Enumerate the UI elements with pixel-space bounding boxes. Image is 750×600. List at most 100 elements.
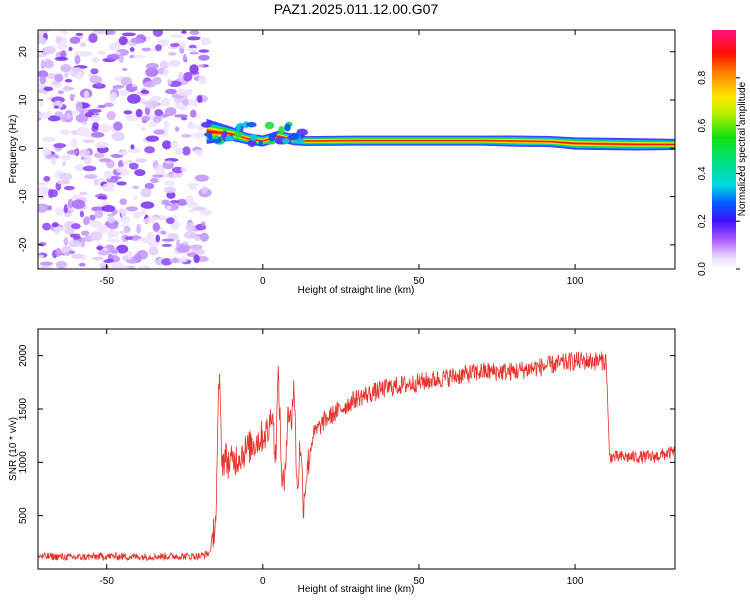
noise-blob (145, 67, 159, 78)
noise-blob (152, 30, 164, 37)
noise-blob (63, 204, 69, 214)
noise-blob (55, 36, 63, 45)
noise-blob (82, 139, 95, 144)
noise-blob (79, 210, 85, 218)
snr-frame (37, 328, 676, 570)
noise-blob (190, 266, 197, 269)
noise-blob (64, 228, 75, 235)
noise-blob (189, 51, 199, 55)
carrier-blob (258, 140, 263, 147)
noise-blob (95, 141, 109, 149)
noise-blob (74, 54, 81, 65)
noise-blob (128, 162, 139, 170)
noise-blob (38, 30, 50, 34)
noise-blob (160, 97, 171, 107)
x-tick-label: -50 (99, 276, 114, 287)
noise-blob (188, 186, 197, 191)
noise-blob (198, 54, 210, 61)
y-tick-label: -10 (18, 189, 29, 204)
noise-blob (92, 30, 107, 35)
noise-blob (133, 215, 141, 219)
noise-blob (197, 64, 205, 68)
y-tick-label: -20 (18, 237, 29, 252)
noise-blob (80, 239, 86, 248)
x-tick-label: 0 (260, 276, 266, 287)
noise-blob (185, 195, 194, 205)
noise-blob (133, 54, 146, 59)
noise-blob (141, 207, 146, 215)
noise-blob (182, 146, 191, 156)
noise-blob (80, 230, 90, 236)
snr-y-ticks: 500 1000 1500 2000 (18, 344, 675, 524)
noise-blob (38, 241, 47, 247)
noise-blob (75, 32, 84, 36)
colorbar-tick-label: 0.2 (697, 214, 708, 228)
noise-blob (71, 110, 79, 115)
noise-blob (39, 100, 44, 107)
noise-blob (116, 181, 127, 186)
noise-blob (138, 265, 152, 269)
noise-blob (116, 166, 128, 174)
noise-blob (185, 47, 200, 52)
noise-blob (152, 174, 164, 178)
noise-blob (65, 251, 70, 257)
noise-blob (118, 36, 128, 46)
noise-blob (196, 151, 203, 157)
noise-blob (140, 127, 147, 131)
noise-blob (170, 140, 179, 149)
noise-blob (169, 258, 182, 264)
carrier-blob (224, 135, 235, 142)
noise-blob (201, 221, 206, 227)
noise-blob (60, 64, 72, 73)
carrier-blob (234, 130, 243, 138)
noise-blob (130, 144, 135, 150)
noise-blob (120, 76, 133, 87)
noise-blob (140, 89, 150, 94)
noise-blob (54, 73, 64, 82)
noise-blob (56, 179, 70, 185)
noise-blob (174, 146, 184, 156)
noise-blob (123, 110, 133, 115)
noise-blob (51, 222, 59, 228)
noise-blob (43, 175, 51, 182)
noise-blob (88, 33, 98, 44)
noise-blob (178, 71, 184, 82)
noise-blob (83, 90, 90, 100)
noise-blob (59, 172, 73, 181)
noise-blob (141, 47, 152, 52)
x-tick-label: 100 (567, 576, 584, 587)
noise-blob (180, 166, 188, 173)
noise-blob (91, 56, 100, 63)
noise-blob (121, 32, 136, 37)
noise-blob (113, 121, 123, 131)
noise-blob (89, 214, 96, 221)
noise-blob (38, 186, 50, 193)
noise-blob (187, 209, 196, 213)
noise-blob (90, 132, 105, 138)
noise-blob (123, 226, 131, 234)
noise-blob (96, 50, 107, 55)
chart-title: PAZ1.2025.011.12.00.G07 (274, 1, 439, 17)
noise-blob (146, 231, 154, 240)
carrier-blob (266, 140, 276, 145)
noise-blob (141, 115, 151, 122)
noise-blob (129, 47, 135, 52)
carrier-blob (278, 126, 285, 135)
noise-blob (63, 237, 69, 246)
spectrogram-x-label: Height of straight line (km) (298, 285, 415, 296)
noise-blob (75, 101, 83, 112)
noise-blob (183, 72, 193, 82)
noise-blob (66, 150, 78, 155)
colorbar-tick-label: 0.4 (697, 166, 708, 180)
y-tick-label: 20 (18, 46, 29, 58)
noise-blob (192, 131, 205, 139)
noise-blob (70, 138, 78, 148)
noise-blob (43, 86, 54, 92)
noise-blob (122, 67, 128, 72)
noise-blob (63, 185, 75, 191)
noise-blob (161, 140, 172, 150)
noise-blob (130, 37, 144, 44)
noise-blob (155, 44, 162, 52)
noise-blob (186, 182, 200, 188)
x-tick-label: -50 (99, 576, 114, 587)
